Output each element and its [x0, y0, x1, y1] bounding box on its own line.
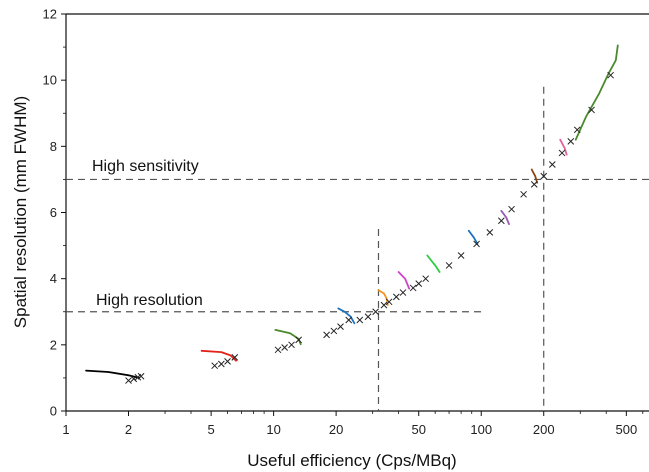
series-group — [274, 329, 303, 354]
data-point-marker — [217, 360, 225, 368]
data-point-marker — [345, 316, 353, 324]
series-line — [426, 254, 441, 273]
data-point-marker — [130, 375, 138, 383]
series-line — [377, 289, 389, 306]
x-axis-title: Useful efficiency (Cps/MBq) — [247, 451, 456, 470]
data-point-marker — [137, 372, 145, 380]
y-tick-label: 12 — [43, 7, 57, 22]
x-ticks: 1 2 5 10 20 50 100 200 500 — [62, 411, 644, 437]
y-axis-title: Spatial resolution (mm FWHM) — [11, 96, 30, 328]
data-point-marker — [125, 377, 132, 384]
data-point-marker — [211, 362, 219, 370]
data-point-marker — [337, 323, 344, 330]
data-point-marker — [399, 289, 407, 296]
series-group — [548, 138, 575, 168]
x-tick-label: 50 — [411, 422, 425, 437]
series-line — [500, 209, 510, 225]
series-line — [200, 349, 237, 362]
data-point-marker — [385, 298, 393, 306]
y-ticks: 0 2 4 6 8 10 12 — [43, 7, 66, 419]
series-group — [486, 205, 515, 236]
series-group — [385, 271, 411, 306]
series-group — [200, 349, 239, 370]
y-tick-label: 4 — [50, 271, 57, 286]
data-point-marker — [530, 181, 538, 188]
y-tick-label: 10 — [43, 73, 57, 88]
data-point-marker — [558, 149, 566, 157]
x-tick-label: 2 — [125, 422, 132, 437]
x-tick-label: 1 — [62, 422, 69, 437]
series-group — [356, 289, 389, 324]
data-point-marker — [422, 275, 430, 283]
x-tick-label: 200 — [533, 422, 555, 437]
data-point-marker — [486, 228, 494, 236]
series-group — [445, 229, 480, 269]
data-point-marker — [607, 71, 614, 79]
data-point-marker — [364, 313, 372, 321]
series-line — [559, 138, 568, 156]
data-point-marker — [323, 331, 330, 339]
data-point-marker — [548, 161, 556, 168]
series-line — [397, 271, 411, 290]
series-line — [574, 44, 619, 141]
data-point-marker — [288, 341, 295, 349]
y-tick-label: 0 — [50, 404, 57, 419]
x-tick-label: 10 — [266, 422, 280, 437]
data-point-marker — [573, 126, 581, 134]
data-point-marker — [224, 358, 231, 365]
annotation-high-sensitivity: High sensitivity — [92, 158, 199, 175]
y-tick-label: 6 — [50, 205, 57, 220]
series-group — [85, 369, 145, 384]
series-line — [337, 307, 356, 325]
data-point-marker — [473, 240, 480, 248]
series-group — [323, 307, 356, 339]
data-point-marker — [457, 252, 465, 259]
series-line — [85, 369, 140, 379]
data-point-marker — [372, 308, 379, 316]
series-group — [573, 44, 619, 141]
series-line — [530, 168, 539, 184]
series-layer — [85, 44, 619, 384]
y-tick-label: 2 — [50, 337, 57, 352]
data-point-marker — [330, 327, 338, 335]
data-point-marker — [274, 346, 282, 354]
annotation-high-resolution: High resolution — [96, 292, 203, 309]
x-tick-label: 5 — [207, 422, 214, 437]
data-point-marker — [445, 262, 453, 269]
data-point-marker — [508, 205, 515, 213]
data-point-marker — [392, 293, 400, 301]
data-point-marker — [540, 172, 548, 180]
data-point-marker — [497, 217, 505, 225]
series-group — [520, 168, 548, 198]
series-line — [467, 229, 479, 245]
series-group — [409, 254, 441, 292]
data-point-marker — [409, 284, 417, 292]
data-point-marker — [567, 138, 575, 145]
data-point-marker — [231, 354, 239, 361]
x-tick-label: 500 — [615, 422, 637, 437]
data-point-marker — [380, 301, 388, 309]
x-tick-label: 20 — [329, 422, 343, 437]
data-point-marker — [415, 280, 423, 287]
x-tick-label: 100 — [470, 422, 492, 437]
data-point-marker — [356, 316, 364, 324]
data-point-marker — [281, 344, 288, 351]
data-point-marker — [588, 106, 595, 114]
reference-lines — [66, 86, 649, 411]
data-point-marker — [520, 190, 527, 198]
y-tick-label: 8 — [50, 139, 57, 154]
data-point-marker — [295, 336, 303, 344]
